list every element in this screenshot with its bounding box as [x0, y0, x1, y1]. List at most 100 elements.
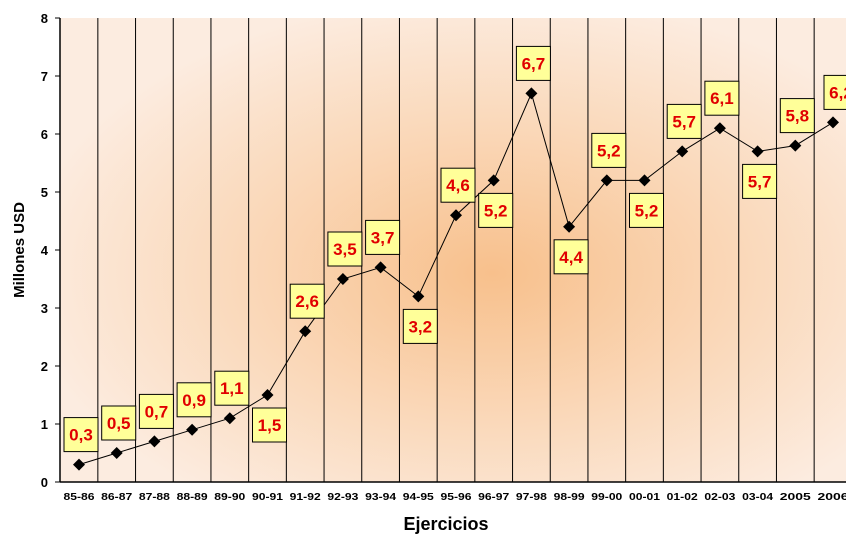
data-label-text: 4,4 [559, 248, 583, 267]
x-tick-label: 93-94 [365, 492, 397, 503]
y-tick-label: 2 [41, 359, 48, 374]
data-label-text: 5,2 [484, 201, 508, 220]
data-label-text: 6,7 [522, 54, 546, 73]
x-tick-label: 01-02 [667, 492, 699, 503]
data-point-marker [751, 145, 764, 158]
x-tick-label: 91-92 [290, 492, 322, 503]
data-point-marker [148, 435, 161, 448]
data-point-marker [73, 458, 85, 471]
y-tick-label: 5 [41, 185, 48, 200]
tick-labels: 0 1 2 3 4 5 6 7 8 85-86 86-87 87-88 88-89 89-90 90-91 9… [41, 11, 846, 503]
data-label-box [440, 167, 476, 203]
data-label: 0,9 [176, 382, 212, 418]
axes [55, 17, 846, 483]
data-label: 2,6 [289, 283, 325, 319]
data-label-text: 0,7 [145, 402, 169, 421]
data-label-box [629, 192, 664, 228]
data-point-marker [638, 174, 651, 187]
x-tick-label: 98-99 [554, 492, 586, 503]
data-label-box [823, 74, 846, 110]
data-label: 5,7 [742, 163, 778, 199]
data-point-marker [261, 389, 274, 401]
data-label-box [176, 382, 212, 418]
series-markers [73, 87, 839, 471]
y-axis-title: Millones USD [11, 202, 28, 298]
data-point-marker [563, 220, 576, 233]
data-label-text: 2,6 [295, 292, 319, 311]
data-label: 6,1 [704, 80, 740, 116]
x-tick-label: 02-03 [704, 492, 736, 503]
data-label-box [138, 393, 174, 429]
x-tick-label: 00-01 [629, 492, 661, 503]
data-label: 1,5 [252, 407, 287, 443]
data-label-box [666, 103, 702, 139]
data-label: 5,8 [779, 98, 815, 134]
x-tick-label: 2005 [780, 492, 812, 503]
data-point-marker [299, 325, 312, 338]
data-label-text: 0,3 [69, 426, 93, 445]
x-tick-label: 90-91 [252, 492, 284, 503]
data-label-text: 4,6 [446, 176, 470, 195]
data-point-marker [450, 209, 462, 222]
y-tick-label: 0 [41, 475, 48, 490]
data-label: 3,7 [365, 219, 401, 255]
data-labels: 0,3 0,5 0,7 0,9 1,1 1,5 2,6 3,5 3,7 3,2 4,6 5,2 6,7 4… [63, 45, 846, 453]
x-tick-label: 03-04 [742, 492, 774, 503]
data-label-box [478, 192, 514, 228]
data-label-box [101, 405, 137, 441]
data-label: 6,2 [823, 74, 846, 110]
data-point-marker [336, 273, 349, 285]
data-point-marker [827, 116, 839, 129]
data-label-text: 1,1 [220, 379, 244, 398]
y-tick-label: 8 [41, 11, 48, 26]
y-tick-label: 1 [41, 417, 48, 432]
data-label: 3,2 [402, 308, 438, 344]
data-label: 0,7 [138, 393, 174, 429]
data-label-text: 6,1 [710, 89, 734, 108]
data-label: 4,4 [553, 239, 589, 275]
data-label-text: 3,2 [408, 317, 432, 336]
data-label: 6,7 [515, 45, 551, 81]
data-label-text: 5,8 [785, 107, 809, 126]
data-label: 1,1 [214, 370, 250, 406]
data-point-marker [223, 412, 236, 425]
x-tick-label: 89-90 [214, 492, 246, 503]
data-label-box [704, 80, 740, 116]
data-label-text: 3,7 [371, 228, 395, 247]
data-label: 5,2 [591, 132, 627, 168]
data-label-box [742, 163, 778, 199]
data-label-box [553, 239, 589, 275]
data-label: 4,6 [440, 167, 476, 203]
y-tick-label: 6 [41, 127, 48, 142]
data-label-text: 0,9 [182, 391, 206, 410]
y-tick-label: 7 [41, 69, 48, 84]
data-label-box [214, 370, 250, 406]
data-label-text: 1,5 [258, 416, 282, 435]
data-label-box [63, 417, 99, 453]
y-tick-label: 4 [41, 243, 49, 258]
x-tick-label: 87-88 [139, 492, 171, 503]
data-label-box [591, 132, 627, 168]
x-tick-label: 92-93 [327, 492, 359, 503]
data-label: 5,7 [666, 103, 702, 139]
x-axis-title: Ejercicios [403, 514, 488, 534]
x-tick-label: 86-87 [101, 492, 133, 503]
data-label-box [402, 308, 438, 344]
data-label: 5,2 [478, 192, 514, 228]
data-point-marker [110, 447, 123, 459]
data-label: 0,3 [63, 417, 99, 453]
data-point-marker [374, 261, 387, 274]
data-label-text: 0,5 [107, 414, 131, 433]
data-label-box [515, 45, 551, 81]
data-point-marker [600, 174, 613, 187]
data-point-marker [789, 139, 802, 152]
data-point-marker [487, 174, 500, 187]
data-label-text: 6,2 [829, 83, 846, 102]
data-point-marker [412, 290, 425, 303]
data-label-box [327, 231, 363, 267]
data-point-marker [713, 122, 726, 135]
x-tick-label: 97-98 [516, 492, 548, 503]
data-point-marker [676, 145, 689, 158]
data-label: 5,2 [629, 192, 664, 228]
